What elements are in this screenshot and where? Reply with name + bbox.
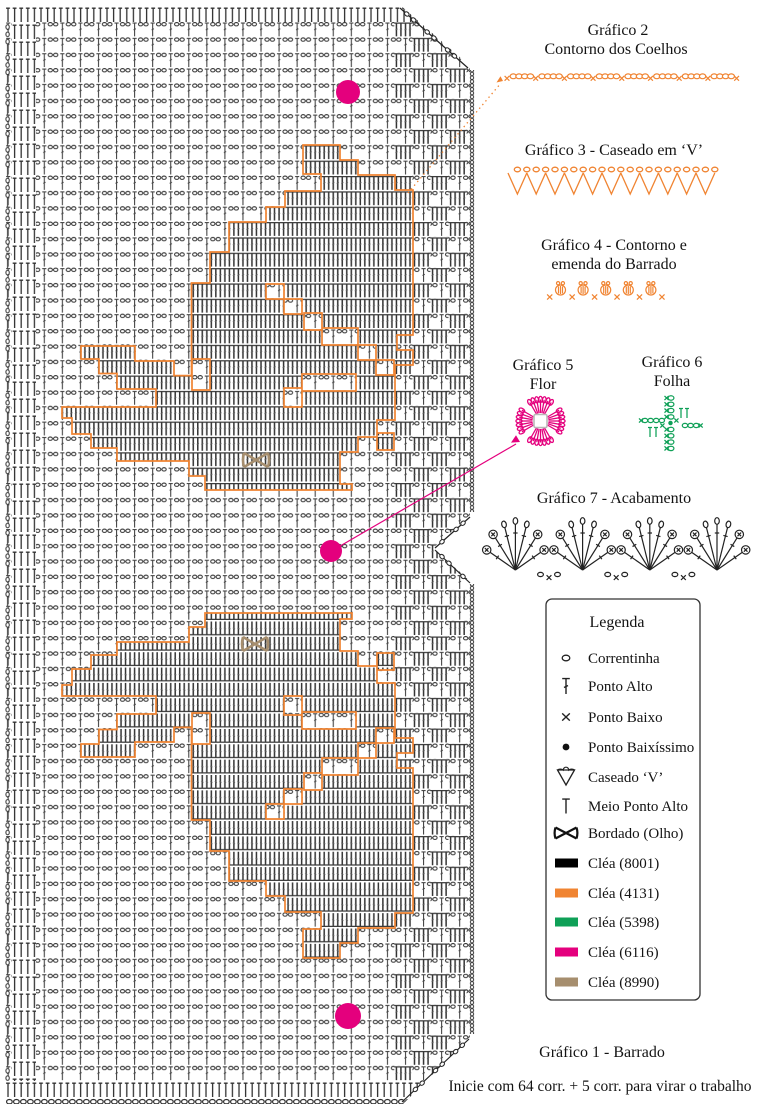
svg-text:Folha: Folha	[654, 373, 690, 390]
svg-text:Ponto Alto: Ponto Alto	[588, 679, 653, 695]
svg-text:Gráfico 1 - Barrado: Gráfico 1 - Barrado	[539, 1044, 665, 1061]
svg-text:Ponto Baixo: Ponto Baixo	[588, 710, 663, 726]
svg-text:emenda do Barrado: emenda do Barrado	[551, 256, 676, 273]
svg-text:Cléa (8990): Cléa (8990)	[588, 975, 659, 991]
svg-text:Gráfico 4 - Contorno e: Gráfico 4 - Contorno e	[541, 237, 687, 254]
svg-text:Cléa (5398): Cléa (5398)	[588, 915, 659, 931]
svg-text:Gráfico 7 - Acabamento: Gráfico 7 - Acabamento	[537, 490, 691, 507]
svg-text:Caseado ‘V’: Caseado ‘V’	[588, 770, 663, 786]
svg-text:Gráfico 2: Gráfico 2	[588, 22, 649, 39]
svg-text:Correntinha: Correntinha	[588, 651, 660, 667]
svg-text:Contorno dos Coelhos: Contorno dos Coelhos	[544, 41, 687, 58]
svg-text:Meio Ponto Alto: Meio Ponto Alto	[588, 799, 688, 815]
svg-text:Cléa (6116): Cléa (6116)	[588, 945, 659, 961]
svg-text:Bordado (Olho): Bordado (Olho)	[588, 826, 683, 842]
svg-text:Gráfico 5: Gráfico 5	[513, 357, 574, 374]
svg-text:Legenda: Legenda	[589, 614, 644, 631]
svg-text:Cléa (8001): Cléa (8001)	[588, 856, 659, 872]
svg-text:Flor: Flor	[530, 376, 557, 393]
svg-text:Gráfico 6: Gráfico 6	[642, 354, 703, 371]
svg-text:Inicie com 64 corr. + 5 corr.: Inicie com 64 corr. + 5 corr. para virar…	[448, 1078, 751, 1095]
svg-text:Ponto Baixíssimo: Ponto Baixíssimo	[588, 740, 694, 756]
svg-text:Cléa (4131): Cléa (4131)	[588, 886, 659, 902]
svg-text:Gráfico 3 - Caseado em ‘V’: Gráfico 3 - Caseado em ‘V’	[525, 142, 703, 159]
